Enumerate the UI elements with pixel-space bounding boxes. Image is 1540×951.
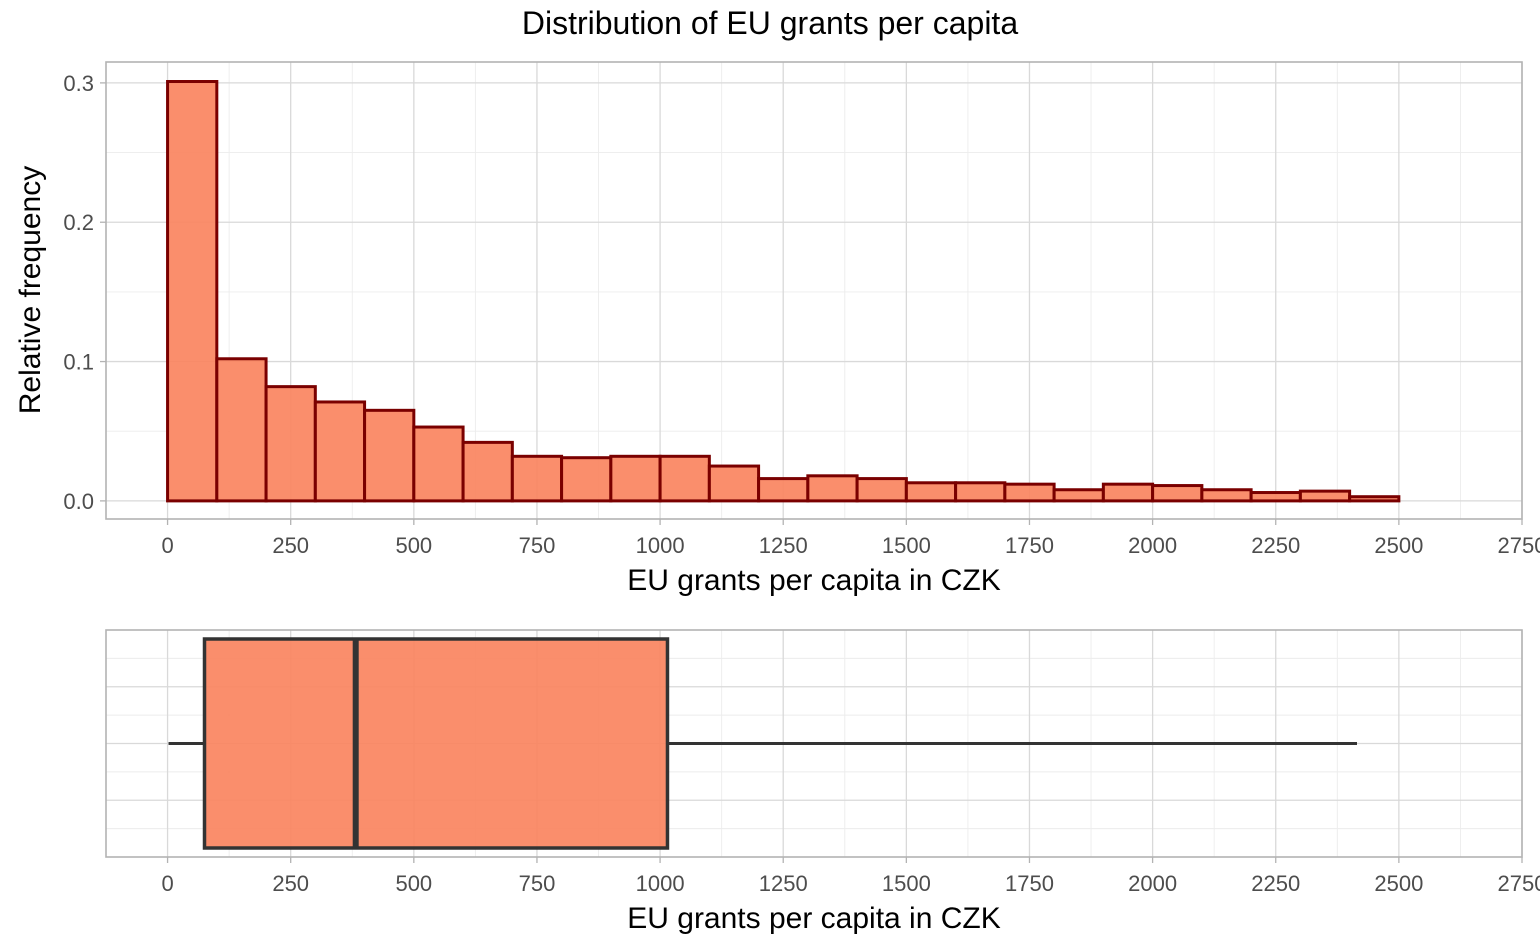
histogram-bar bbox=[1101, 482, 1155, 503]
boxplot-x-tick-label: 250 bbox=[272, 871, 309, 896]
histogram-x-tick-label: 500 bbox=[395, 533, 432, 558]
histogram-y-tick-label: 0.1 bbox=[63, 350, 94, 375]
histogram-bar bbox=[264, 385, 317, 503]
histogram-x-tick-label: 1750 bbox=[1005, 533, 1054, 558]
histogram-x-tick-label: 0 bbox=[161, 533, 173, 558]
histogram-bar bbox=[1298, 489, 1352, 503]
histogram-bar bbox=[806, 474, 859, 503]
boxplot-x-tick-label: 1750 bbox=[1005, 871, 1054, 896]
boxplot-panel-border bbox=[105, 629, 1523, 858]
boxplot-x-tick-label: 750 bbox=[519, 871, 556, 896]
histogram-bar bbox=[855, 477, 908, 503]
histogram-x-ticks: 0 250 500 750 1000 1250 1500 1750 2000 2250 2500 27… bbox=[161, 519, 1540, 558]
histogram-bar bbox=[658, 454, 711, 503]
histogram-panel: 0 250 500 750 1000 1250 1500 1750 2000 2250 2500 27… bbox=[14, 61, 1540, 597]
histogram-bar bbox=[1348, 495, 1401, 503]
histogram-x-axis-title: EU grants per capita in CZK bbox=[627, 564, 1001, 597]
histogram-y-tick-label: 0.3 bbox=[63, 71, 94, 96]
histogram-y-tick-label: 0.2 bbox=[63, 210, 94, 235]
boxplot-x-tick-label: 1000 bbox=[636, 871, 685, 896]
boxplot-x-ticks: 0 250 500 750 1000 1250 1500 1750 2000 2250 2500 27… bbox=[161, 857, 1540, 896]
boxplot bbox=[168, 637, 1358, 850]
boxplot-x-tick-label: 1250 bbox=[759, 871, 808, 896]
histogram-x-tick-label: 2500 bbox=[1374, 533, 1423, 558]
boxplot-x-tick-label: 1500 bbox=[882, 871, 931, 896]
histogram-bar bbox=[412, 425, 465, 503]
histogram-x-tick-label: 750 bbox=[519, 533, 556, 558]
histogram-bar bbox=[461, 440, 514, 503]
histogram-bar bbox=[560, 456, 613, 503]
histogram-y-ticks: 0.0 0.1 0.2 0.3 bbox=[63, 71, 106, 514]
histogram-bar bbox=[1052, 488, 1105, 503]
histogram-x-tick-label: 1500 bbox=[882, 533, 931, 558]
boxplot-panel: 0 250 500 750 1000 1250 1500 1750 2000 2250 2500 27… bbox=[105, 629, 1540, 935]
histogram-bar bbox=[954, 481, 1007, 503]
histogram-y-tick-label: 0.0 bbox=[63, 489, 94, 514]
histogram-bar bbox=[1151, 484, 1204, 503]
histogram-x-tick-label: 250 bbox=[272, 533, 309, 558]
boxplot-x-tick-label: 2000 bbox=[1128, 871, 1177, 896]
histogram-bar bbox=[1249, 491, 1302, 503]
histogram-bar bbox=[1200, 488, 1253, 503]
histogram-bar bbox=[904, 481, 958, 503]
histogram-panel-border bbox=[105, 61, 1523, 520]
histogram-x-tick-label: 1000 bbox=[636, 533, 685, 558]
histogram-bar bbox=[363, 408, 416, 503]
boxplot-x-tick-label: 0 bbox=[161, 871, 173, 896]
histogram-x-tick-label: 2000 bbox=[1128, 533, 1177, 558]
histogram-bar bbox=[166, 80, 219, 503]
histogram-bar bbox=[313, 400, 367, 503]
histogram-bar bbox=[510, 454, 564, 503]
chart-title: Distribution of EU grants per capita bbox=[522, 5, 1018, 41]
boxplot-x-axis-title: EU grants per capita in CZK bbox=[627, 902, 1001, 935]
boxplot-x-tick-label: 2250 bbox=[1251, 871, 1300, 896]
histogram-bar bbox=[1003, 482, 1056, 503]
histogram-x-tick-label: 1250 bbox=[759, 533, 808, 558]
histogram-y-axis-title: Relative frequency bbox=[14, 166, 47, 414]
boxplot-x-tick-label: 2500 bbox=[1374, 871, 1423, 896]
boxplot-x-tick-label: 500 bbox=[395, 871, 432, 896]
histogram-bar bbox=[609, 454, 662, 503]
boxplot-box bbox=[202, 637, 670, 850]
histogram-bars bbox=[166, 80, 1401, 503]
histogram-bar bbox=[215, 357, 268, 503]
histogram-bar bbox=[757, 477, 810, 503]
histogram-x-tick-label: 2250 bbox=[1251, 533, 1300, 558]
histogram-bar bbox=[707, 464, 761, 503]
